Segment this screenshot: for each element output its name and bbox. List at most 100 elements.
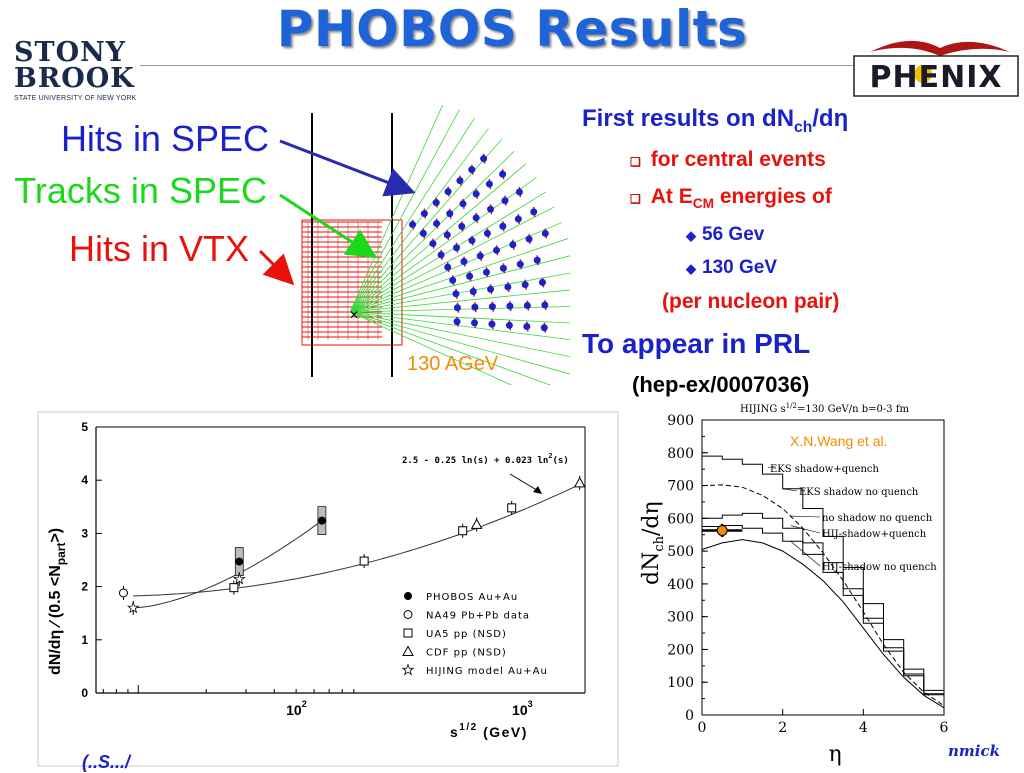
spec-hit xyxy=(446,210,454,218)
spec-hit xyxy=(453,318,461,326)
y-tick-label: 0 xyxy=(81,686,88,700)
spec-hit xyxy=(468,237,476,245)
spec-hit xyxy=(504,283,512,291)
track-line xyxy=(349,311,552,385)
phenix-logo: PHENIX xyxy=(853,40,1019,97)
curve-label-leader xyxy=(782,488,798,492)
y-tick-label: 500 xyxy=(667,544,694,560)
bullet-central-text: for central events xyxy=(650,148,826,171)
vertex-cross-icon: ✕ xyxy=(349,308,359,322)
energy-label: 130 AGeV xyxy=(407,353,499,375)
logo-line-2: BROOK xyxy=(14,63,135,94)
square-bullet-icon: ❑ xyxy=(630,192,641,206)
y-tick-label: 4 xyxy=(81,473,88,487)
footer-partial-text: (..S.../ xyxy=(82,752,131,772)
spec-hit xyxy=(469,288,477,296)
spec-hit xyxy=(509,241,517,249)
track-line xyxy=(349,255,570,313)
spec-hit xyxy=(487,205,495,213)
track-line xyxy=(349,206,555,313)
hits-in-vtx-label: Hits in VTX xyxy=(68,228,249,269)
author-annotation: X.N.Wang et al. xyxy=(790,433,888,449)
phenix-wings-icon xyxy=(870,40,1010,56)
x-tick-label: 6 xyxy=(940,720,949,736)
curve-label-leader xyxy=(790,515,821,518)
phobos-point xyxy=(716,524,728,536)
spec-hit xyxy=(499,222,507,230)
track-line xyxy=(349,163,527,313)
track-line xyxy=(349,311,570,358)
data-point-filled-circle xyxy=(317,516,326,525)
legend-label: PHOBOS Au+Au xyxy=(426,592,518,603)
subbullet-56: ◆ 56 Gev xyxy=(686,224,764,246)
spec-hit xyxy=(493,246,501,254)
y-tick-label: 900 xyxy=(667,413,694,429)
diamond-bullet-icon: ◆ xyxy=(686,261,696,276)
spec-hit xyxy=(453,244,461,252)
spec-hit xyxy=(514,215,522,223)
fit-label: 2.5 - 0.25 ln(s) + 0.023 ln2(s) xyxy=(402,452,569,466)
spec-hit xyxy=(452,290,460,298)
x-axis-label: s1/2 (GeV) xyxy=(450,722,528,740)
subbullet-56-text: 56 Gev xyxy=(702,224,765,245)
legend-label: UA5 pp (NSD) xyxy=(426,629,507,640)
chart-sqrts: 0 1 2 3 4 5 102 103 s1/2 (GeV) dN/dη ⁄ (0.5 <Npar… xyxy=(37,411,619,767)
y-tick-label: 5 xyxy=(81,420,88,434)
curve-label-leader xyxy=(790,525,821,534)
bullet-central: ❑ for central events xyxy=(630,148,826,172)
spec-hit xyxy=(429,240,437,248)
spec-hit xyxy=(409,221,417,229)
legend-marker-open-triangle xyxy=(402,645,414,656)
fit-label-pointer xyxy=(509,473,541,493)
spec-hit xyxy=(538,278,546,286)
spec-hit xyxy=(420,210,428,218)
track-line xyxy=(349,311,570,341)
spec-hit xyxy=(541,301,549,309)
bullet-energies: ❑ At ECM energies of xyxy=(630,185,832,211)
spec-hit xyxy=(459,200,467,208)
y-tick-label: 2 xyxy=(81,580,88,594)
track-line xyxy=(349,311,570,324)
title-divider xyxy=(140,65,860,66)
track-line xyxy=(349,311,570,375)
track-line xyxy=(349,311,513,385)
track-line xyxy=(349,150,515,313)
diamond-bullet-icon: ◆ xyxy=(686,228,696,243)
results-heading-sub: ch xyxy=(794,118,813,136)
curve-label: HIJ-shadow+quench xyxy=(822,529,927,540)
curve-label-leader xyxy=(790,541,821,567)
results-heading-tail: /dη xyxy=(812,105,849,132)
legend-label: HIJING model Au+Au xyxy=(426,666,548,677)
spec-hit xyxy=(499,170,507,178)
hep-ex-reference: (hep-ex/0007036) xyxy=(632,372,810,397)
fit-curve xyxy=(133,483,580,597)
data-point-open-triangle xyxy=(573,476,586,488)
spec-hit xyxy=(480,155,488,163)
bullet-energies-tail: energies of xyxy=(713,185,832,208)
track-line xyxy=(349,306,570,313)
data-point-open-square xyxy=(458,526,468,536)
spec-hit xyxy=(449,276,457,284)
spec-hit xyxy=(541,229,549,237)
spec-hit xyxy=(471,319,479,327)
legend-marker-filled-circle xyxy=(404,592,412,600)
results-heading-text: First results on dN xyxy=(582,105,795,132)
spec-hit xyxy=(460,258,468,266)
spec-hit xyxy=(437,251,445,259)
data-point-open-square xyxy=(507,503,517,513)
subbullet-130-text: 130 GeV xyxy=(702,257,777,278)
curve-label: no shadow no quench xyxy=(822,513,933,524)
footer-author: nmick xyxy=(948,742,1001,760)
data-point-open-square xyxy=(229,583,239,593)
track-line xyxy=(349,128,489,313)
page-title: PHOBOS Results xyxy=(276,0,748,58)
spec-hit xyxy=(525,235,533,243)
legend-marker-open-circle xyxy=(403,610,413,619)
spec-hit xyxy=(432,199,440,207)
spec-hit xyxy=(472,190,480,198)
chart-sqrts-frame xyxy=(37,411,619,767)
results-heading: First results on dNch/dη xyxy=(582,105,848,137)
spec-hits xyxy=(409,153,549,333)
hits-in-spec-label: Hits in SPEC xyxy=(60,118,269,159)
data-point-open-star xyxy=(126,601,140,614)
